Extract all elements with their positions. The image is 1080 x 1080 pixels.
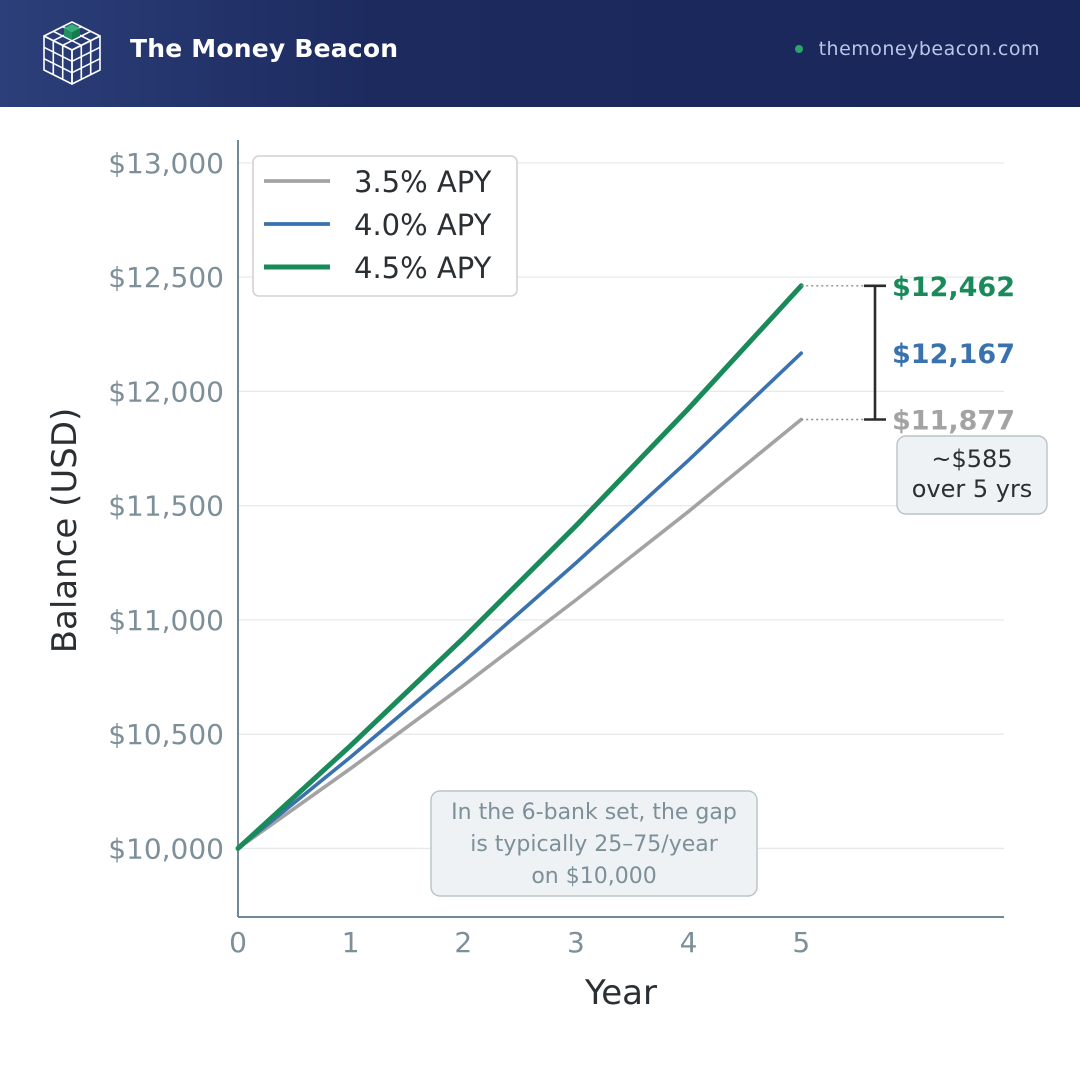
gap-annotation-box	[896, 435, 1048, 515]
x-axis-title: Year	[584, 973, 657, 1013]
status-dot-icon	[794, 45, 803, 53]
legend-label: 4.0% APY	[354, 208, 492, 242]
brand-name: The Money Beacon	[130, 34, 399, 63]
gap-annotation-text: ~$585	[931, 445, 1012, 473]
site-url-text: themoneybeacon.com	[818, 38, 1040, 60]
y-tick-label: $12,500	[108, 261, 224, 294]
end-value-label: $11,877	[892, 405, 1015, 436]
series-line	[236, 417, 804, 851]
x-tick-label: 3	[567, 926, 585, 959]
x-tick-label: 0	[229, 926, 247, 959]
x-tick-label: 4	[680, 926, 698, 959]
series-line	[236, 351, 804, 851]
y-tick-label: $10,500	[108, 718, 224, 751]
cube-grid-icon	[43, 21, 101, 85]
end-value-label: $12,167	[892, 339, 1015, 370]
y-tick-label: $11,000	[108, 604, 224, 637]
x-tick-label: 1	[342, 926, 360, 959]
site-url[interactable]: themoneybeacon.com	[794, 38, 1040, 60]
y-axis-title: Balance (USD)	[45, 408, 85, 654]
legend-label: 3.5% APY	[354, 165, 492, 199]
series-line	[235, 283, 804, 851]
gap-annotation-text: over 5 yrs	[912, 475, 1033, 503]
header-bar: The Money Beacon themoneybeacon.com	[0, 0, 1080, 107]
end-value-label: $12,462	[892, 272, 1015, 303]
note-annotation-box	[430, 790, 758, 897]
note-annotation-text: on $10,000	[531, 864, 656, 889]
legend-box	[252, 155, 518, 297]
note-annotation-text: is typically 25–75/year	[470, 832, 719, 857]
y-tick-label: $13,000	[108, 147, 224, 180]
legend-label: 4.5% APY	[354, 251, 492, 285]
x-tick-label: 5	[792, 926, 810, 959]
y-tick-label: $12,000	[108, 375, 224, 408]
y-tick-label: $11,500	[108, 490, 224, 523]
x-tick-label: 2	[454, 926, 472, 959]
y-tick-label: $10,000	[108, 832, 224, 865]
note-annotation-text: In the 6-bank set, the gap	[451, 800, 737, 825]
